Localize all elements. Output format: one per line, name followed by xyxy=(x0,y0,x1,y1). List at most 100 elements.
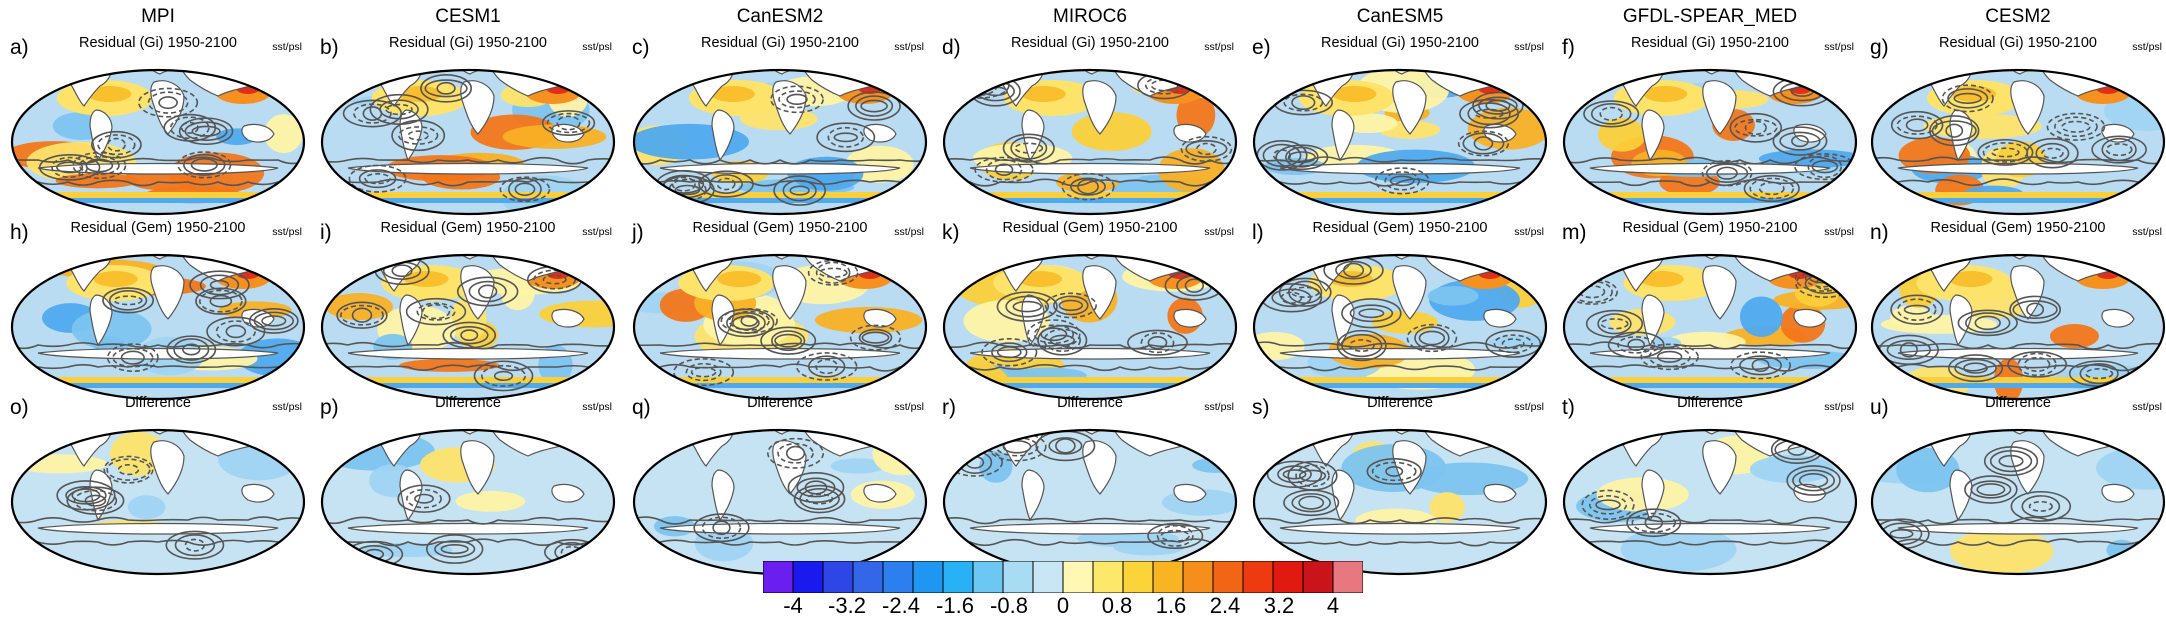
world-map xyxy=(1870,253,2166,401)
panel-subtitle: Residual (Gem) 1950-2100 xyxy=(1312,220,1488,236)
panel-letter: n) xyxy=(1870,221,1889,244)
world-map xyxy=(320,428,616,576)
panel-subtitle: Difference xyxy=(1677,395,1743,411)
variables-label: sst/psl xyxy=(1824,41,1854,53)
map-panel: d) Residual (Gi) 1950-2100 sst/psl xyxy=(940,30,1240,220)
panel-subtitle: Residual (Gem) 1950-2100 xyxy=(1622,220,1798,236)
colorbar-swatch xyxy=(792,560,824,594)
variables-label: sst/psl xyxy=(582,41,612,53)
colorbar-tick-label: 2.4 xyxy=(1209,593,1241,618)
world-map xyxy=(1870,428,2166,576)
colorbar-tick-label: 0 xyxy=(1056,593,1070,618)
panel-subtitle: Residual (Gem) 1950-2100 xyxy=(692,220,868,236)
panel-subtitle: Residual (Gi) 1950-2100 xyxy=(701,35,859,51)
panel-letter: h) xyxy=(10,221,29,244)
colorbar-swatch xyxy=(912,560,944,594)
world-map xyxy=(632,428,928,576)
map-panel: i) Residual (Gem) 1950-2100 sst/psl xyxy=(318,215,618,405)
panel-subtitle: Residual (Gi) 1950-2100 xyxy=(389,35,547,51)
panel-letter: i) xyxy=(320,221,332,244)
colorbar-swatch xyxy=(882,560,914,594)
panel-letter: m) xyxy=(1562,221,1587,244)
panel-subtitle: Residual (Gi) 1950-2100 xyxy=(1939,35,2097,51)
model-title: CanESM2 xyxy=(736,6,824,27)
panel-letter: k) xyxy=(942,221,960,244)
colorbar-swatch xyxy=(762,560,794,594)
variables-label: sst/psl xyxy=(1204,226,1234,238)
panel-letter: l) xyxy=(1252,221,1264,244)
panel-subtitle: Difference xyxy=(1057,395,1123,411)
panel-subtitle: Difference xyxy=(125,395,191,411)
panel-letter: c) xyxy=(632,36,650,59)
panel-letter: e) xyxy=(1252,36,1271,59)
map-panel: u) Difference sst/psl xyxy=(1868,390,2166,580)
map-panel: c) Residual (Gi) 1950-2100 sst/psl xyxy=(630,30,930,220)
panel-letter: g) xyxy=(1870,36,1889,59)
world-map xyxy=(1870,68,2166,216)
panel-letter: r) xyxy=(942,396,956,419)
panel-letter: o) xyxy=(10,396,29,419)
panel-subtitle: Residual (Gem) 1950-2100 xyxy=(1002,220,1178,236)
variables-label: sst/psl xyxy=(272,401,302,413)
world-map xyxy=(1252,253,1548,401)
colorbar-tick-label: -3.2 xyxy=(828,593,866,618)
colorbar-swatch xyxy=(1152,560,1184,594)
model-title: CanESM5 xyxy=(1356,6,1444,27)
colorbar-tick-label: 4 xyxy=(1326,593,1340,618)
colorbar-swatches xyxy=(762,560,1364,594)
panel-subtitle: Residual (Gi) 1950-2100 xyxy=(79,35,237,51)
colorbar-swatch xyxy=(1182,560,1214,594)
colorbar-tick-label: 0.8 xyxy=(1101,593,1133,618)
variables-label: sst/psl xyxy=(894,41,924,53)
map-panel: o) Difference sst/psl xyxy=(8,390,308,580)
variables-label: sst/psl xyxy=(2132,41,2162,53)
variables-label: sst/psl xyxy=(2132,226,2162,238)
colorbar-tick-label: -2.4 xyxy=(882,593,920,618)
variables-label: sst/psl xyxy=(1514,401,1544,413)
panel-letter: f) xyxy=(1562,36,1575,59)
colorbar-swatch xyxy=(972,560,1004,594)
world-map xyxy=(1252,428,1548,576)
world-map xyxy=(320,68,616,216)
world-map xyxy=(1562,68,1858,216)
panel-subtitle: Residual (Gi) 1950-2100 xyxy=(1321,35,1479,51)
variables-label: sst/psl xyxy=(1514,41,1544,53)
panel-letter: d) xyxy=(942,36,961,59)
colorbar-swatch xyxy=(1212,560,1244,594)
world-map xyxy=(1562,253,1858,401)
world-map xyxy=(320,253,616,401)
variables-label: sst/psl xyxy=(1204,401,1234,413)
variables-label: sst/psl xyxy=(272,41,302,53)
map-panel: r) Difference sst/psl xyxy=(940,390,1240,580)
colorbar-swatch xyxy=(1032,560,1064,594)
colorbar-tick-label: 1.6 xyxy=(1155,593,1187,618)
variables-label: sst/psl xyxy=(582,401,612,413)
colorbar-swatch xyxy=(1332,560,1364,594)
panel-letter: s) xyxy=(1252,396,1270,419)
map-panel: g) Residual (Gi) 1950-2100 sst/psl xyxy=(1868,30,2166,220)
map-panel: m) Residual (Gem) 1950-2100 sst/psl xyxy=(1560,215,1860,405)
world-map xyxy=(942,253,1238,401)
panel-letter: j) xyxy=(632,221,644,244)
colorbar-swatch xyxy=(1092,560,1124,594)
panel-subtitle: Difference xyxy=(1367,395,1433,411)
panel-letter: q) xyxy=(632,396,651,419)
colorbar xyxy=(762,560,1364,594)
panel-letter: p) xyxy=(320,396,339,419)
variables-label: sst/psl xyxy=(894,226,924,238)
panel-subtitle: Difference xyxy=(747,395,813,411)
panel-subtitle: Difference xyxy=(435,395,501,411)
panel-subtitle: Residual (Gem) 1950-2100 xyxy=(70,220,246,236)
colorbar-swatch xyxy=(1062,560,1094,594)
world-map xyxy=(942,428,1238,576)
map-panel: j) Residual (Gem) 1950-2100 sst/psl xyxy=(630,215,930,405)
map-panel: s) Difference sst/psl xyxy=(1250,390,1550,580)
variables-label: sst/psl xyxy=(582,226,612,238)
map-panel: q) Difference sst/psl xyxy=(630,390,930,580)
map-panel: n) Residual (Gem) 1950-2100 sst/psl xyxy=(1868,215,2166,405)
variables-label: sst/psl xyxy=(894,401,924,413)
world-map xyxy=(942,68,1238,216)
colorbar-swatch xyxy=(1122,560,1154,594)
world-map xyxy=(10,428,306,576)
